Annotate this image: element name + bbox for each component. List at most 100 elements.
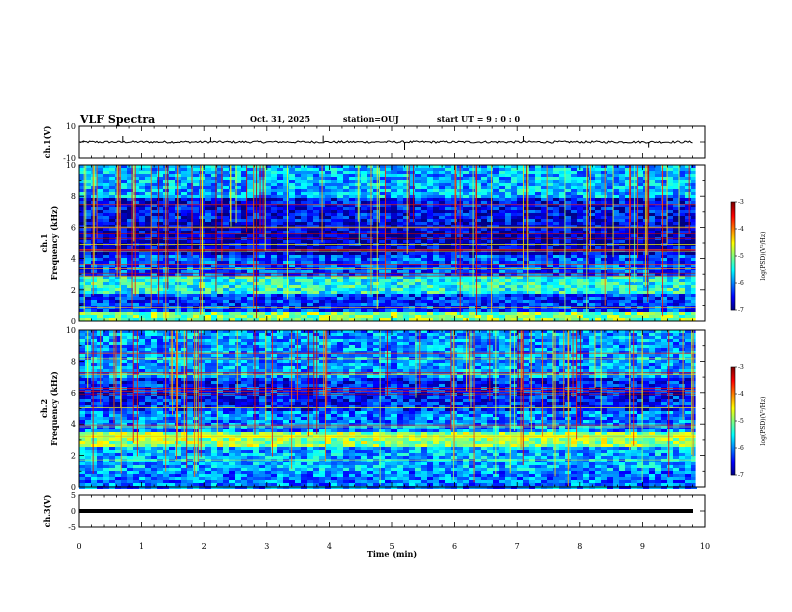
ch1-spectrogram-cell	[673, 294, 679, 297]
ch1-spectrogram-cell	[439, 195, 445, 198]
ch1-spectrogram-cell	[643, 195, 649, 198]
ch1-spectrogram-cell	[589, 279, 595, 282]
ch1-spectrogram-cell	[685, 240, 691, 243]
ch1-spectrogram-cell	[247, 300, 253, 303]
ch1-spectrogram-cell	[283, 279, 289, 282]
ch1-spectrogram-cell	[133, 252, 139, 255]
ch1-spectrogram-cell	[499, 228, 505, 231]
ch1-spectrogram-cell	[481, 276, 487, 279]
ch1-spectrogram-cell	[535, 183, 541, 186]
ch1-spectrogram-cell	[85, 177, 91, 180]
ch1-spectrogram-cell	[259, 303, 265, 306]
ch1-spectrogram-cell	[649, 303, 655, 306]
ch1-spectrogram-cell	[301, 168, 307, 171]
ch1-spectrogram-cell	[151, 222, 157, 225]
ch1-spectrogram-cell	[691, 222, 697, 225]
ch1-spectrogram-cell	[433, 183, 439, 186]
ch1-spectrogram-cell	[217, 252, 223, 255]
ch1-spectrogram-cell	[589, 207, 595, 210]
ch1-spectrogram-cell	[475, 255, 481, 258]
ch1-spectrogram-cell	[667, 177, 673, 180]
ch1-spectrogram-cell	[487, 258, 493, 261]
ch1-spectrogram-cell	[655, 180, 661, 183]
ch1-spectrogram-cell	[415, 195, 421, 198]
ch1-spectrogram-cell	[499, 255, 505, 258]
ch1-spectrogram-cell	[559, 177, 565, 180]
ch1-spectrogram-cell	[391, 225, 397, 228]
ch1-spectrogram-cell	[631, 252, 637, 255]
ch1-spectrogram-cell	[571, 264, 577, 267]
ch1-spectrogram-cell	[103, 222, 109, 225]
ch1-spectrogram-cell	[193, 195, 199, 198]
ch1-spectrogram-cell	[601, 291, 607, 294]
ch1-spectrogram-cell	[631, 285, 637, 288]
ch1-spectrogram-cell	[445, 270, 451, 273]
ch1-spectrogram-cell	[265, 195, 271, 198]
ch1-spectrogram-cell	[85, 300, 91, 303]
ch1-spectrogram-cell	[391, 189, 397, 192]
ch1-spectrogram-cell	[511, 276, 517, 279]
ch1-spectrogram-cell	[271, 183, 277, 186]
ch1-spectrogram-cell	[583, 276, 589, 279]
ch1-spectrogram-cell	[229, 270, 235, 273]
ch1-spectrogram-cell	[355, 276, 361, 279]
ch1-spectrogram-cell	[535, 255, 541, 258]
ch1-spectrogram-cell	[637, 213, 643, 216]
ch1-spectrogram-cell	[427, 198, 433, 201]
ch1-spectrogram-cell	[463, 204, 469, 207]
ch1-spectrogram-cell	[679, 288, 685, 291]
ch1-spectrogram-cell	[475, 195, 481, 198]
ch1-spectrogram-cell	[673, 288, 679, 291]
ch1-spectrogram-cell	[79, 186, 85, 189]
ch1-spectrogram-cell	[343, 174, 349, 177]
ch1-spectrogram-cell	[127, 234, 133, 237]
ch1-spectrogram-cell	[595, 216, 601, 219]
ch1-spectrogram-cell	[427, 219, 433, 222]
ch1-spectrogram-cell	[373, 189, 379, 192]
ch1-spectrogram-cell	[511, 180, 517, 183]
ch1-spectrogram-cell	[409, 219, 415, 222]
ch1-spectrogram-cell	[337, 213, 343, 216]
ch1-spectrogram-cell	[283, 210, 289, 213]
ch1-spectrogram-cell	[385, 300, 391, 303]
ch1-spectrogram-cell	[109, 303, 115, 306]
ch1-spectrogram-cell	[187, 186, 193, 189]
ch1-spectrogram-cell	[277, 270, 283, 273]
ch1-spectrogram-cell	[529, 186, 535, 189]
ch1-spectrogram-cell	[595, 228, 601, 231]
ch1-spectrogram-cell	[421, 258, 427, 261]
ch1-spectrogram-cell	[331, 165, 337, 168]
ch1-spectrogram-cell	[313, 297, 319, 300]
ch1-spectrogram-cell	[325, 192, 331, 195]
ch1-spectrogram-cell	[643, 294, 649, 297]
ch1-spectrogram-cell	[667, 228, 673, 231]
ch1-spectrogram-cell	[313, 270, 319, 273]
ch1-spectrogram-cell	[97, 231, 103, 234]
ch1-spectrogram-cell	[649, 201, 655, 204]
ch1-spectrogram-cell	[673, 213, 679, 216]
ch1-spectrogram-cell	[559, 186, 565, 189]
ch1-spectrogram-cell	[283, 231, 289, 234]
ch1-spectrogram-cell	[229, 165, 235, 168]
ch1-spectrogram-cell	[685, 213, 691, 216]
ch1-spectrogram-cell	[643, 282, 649, 285]
ch1-spectrogram-cell	[337, 288, 343, 291]
ch1-spectrogram-cell	[481, 222, 487, 225]
ch1-spectrogram-cell	[631, 303, 637, 306]
ch1-spectrogram-cell	[469, 300, 475, 303]
ch1-spectrogram-cell	[139, 207, 145, 210]
ch1-spectrogram-cell	[241, 216, 247, 219]
ch1-spectrogram-cell	[451, 207, 457, 210]
ch1-spectrogram-cell	[433, 219, 439, 222]
ch1-spectrogram-cell	[217, 300, 223, 303]
ch1-spectrogram-cell	[169, 285, 175, 288]
ch1-spectrogram-cell	[211, 234, 217, 237]
ch1-spectrogram-cell	[469, 288, 475, 291]
ch1-spectrogram-cell	[631, 219, 637, 222]
ch1-spectrogram-cell	[571, 261, 577, 264]
ch1-spectrogram-cell	[121, 192, 127, 195]
ch1-spectrogram-cell	[301, 216, 307, 219]
ch1-spectrogram-cell	[211, 174, 217, 177]
ch1-spectrogram-cell	[115, 297, 121, 300]
ch1-spectrogram-cell	[577, 294, 583, 297]
